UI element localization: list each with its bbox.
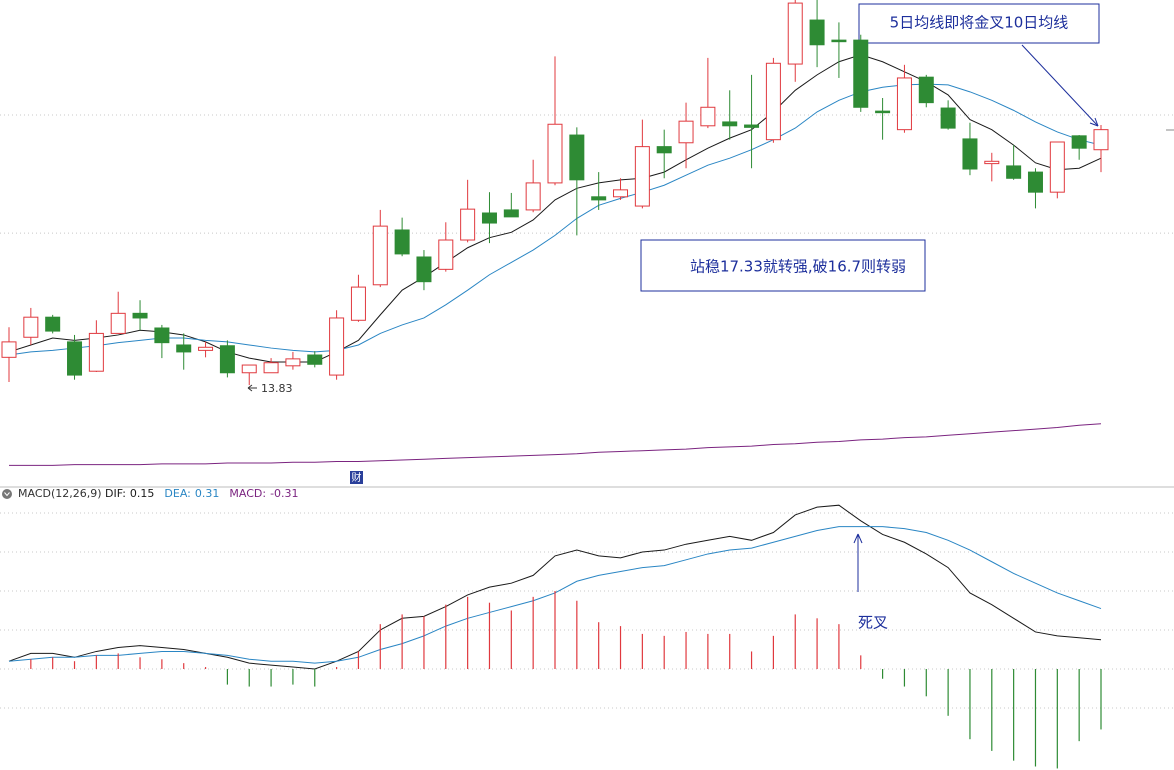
annotation: 5日均线即将金叉10日均线 bbox=[890, 14, 1069, 32]
candle-body bbox=[23, 316, 39, 338]
candle-body bbox=[984, 160, 1000, 165]
indicator-title: MACD(12,26,9) bbox=[18, 487, 102, 500]
candle-body bbox=[875, 110, 891, 114]
candle-body bbox=[809, 19, 825, 46]
annotation-arrow bbox=[1021, 44, 1099, 127]
candle-body bbox=[1027, 171, 1043, 193]
candle-body bbox=[350, 286, 366, 321]
candle-body bbox=[67, 341, 83, 376]
legend-value: 0.15 bbox=[130, 487, 155, 500]
candle-body bbox=[1049, 141, 1065, 193]
annotation: 死叉 bbox=[858, 614, 888, 632]
icon-label[interactable]: 财 bbox=[352, 471, 362, 484]
candle-body bbox=[962, 138, 978, 170]
candle-body bbox=[678, 120, 694, 144]
note-box bbox=[858, 3, 1100, 44]
legend-value: 0.31 bbox=[195, 487, 220, 500]
candle-body bbox=[285, 358, 301, 367]
candle-body bbox=[416, 256, 432, 283]
candle-body bbox=[569, 134, 585, 181]
toggle-arrow[interactable] bbox=[4, 492, 10, 497]
legend-name: DIF: bbox=[105, 487, 126, 500]
candle-body bbox=[198, 346, 214, 351]
candle-body bbox=[634, 146, 650, 207]
low-arrow bbox=[247, 384, 257, 392]
candle-body bbox=[722, 121, 738, 127]
low-label: 13.83 bbox=[261, 382, 293, 395]
candle-body bbox=[481, 212, 497, 224]
candle-body bbox=[787, 2, 803, 65]
candle-body bbox=[1071, 135, 1087, 149]
candle-body bbox=[110, 312, 126, 334]
moving-average bbox=[9, 423, 1102, 466]
candle-body bbox=[503, 209, 519, 218]
candle-body bbox=[853, 39, 869, 108]
candle-body bbox=[45, 316, 61, 332]
candle-body bbox=[460, 208, 476, 241]
candle-body bbox=[613, 189, 629, 198]
candle-body bbox=[372, 225, 388, 286]
candle-body bbox=[831, 39, 847, 43]
candle-body bbox=[329, 317, 345, 376]
candle-body bbox=[1, 341, 17, 358]
candle-body bbox=[700, 106, 716, 127]
legend-name: DEA: bbox=[164, 487, 190, 500]
candle-body bbox=[307, 354, 323, 365]
candle-body bbox=[896, 77, 912, 131]
candle-body bbox=[1006, 165, 1022, 179]
candle-body bbox=[525, 182, 541, 211]
candle-body bbox=[940, 107, 956, 129]
candle-body bbox=[394, 229, 410, 255]
candle-body bbox=[219, 345, 235, 374]
candle-body bbox=[547, 123, 563, 184]
arrow-head bbox=[1089, 117, 1099, 127]
candle-body bbox=[154, 327, 170, 344]
candle-body bbox=[438, 239, 454, 270]
candle-body bbox=[765, 62, 781, 141]
indicator-toggle[interactable] bbox=[2, 489, 12, 499]
candle-body bbox=[918, 76, 934, 104]
candle-body bbox=[656, 146, 672, 154]
macd-line bbox=[8, 504, 1102, 670]
candle-body bbox=[176, 344, 192, 353]
candle-body bbox=[591, 196, 607, 201]
high-label: 18.82 bbox=[810, 0, 842, 3]
note-box bbox=[640, 239, 926, 292]
candle-body bbox=[744, 124, 760, 128]
icon[interactable] bbox=[350, 471, 363, 484]
legend-value: -0.31 bbox=[270, 487, 298, 500]
legend-name: MACD: bbox=[229, 487, 266, 500]
annotation: 站稳17.33就转强,破16.7则转弱 bbox=[690, 258, 906, 276]
arrow-head bbox=[853, 533, 863, 544]
candle-body bbox=[88, 332, 104, 372]
candle-body bbox=[263, 362, 279, 374]
candle-body bbox=[241, 364, 257, 374]
candle-body bbox=[1093, 129, 1109, 151]
candle-body bbox=[132, 312, 148, 319]
